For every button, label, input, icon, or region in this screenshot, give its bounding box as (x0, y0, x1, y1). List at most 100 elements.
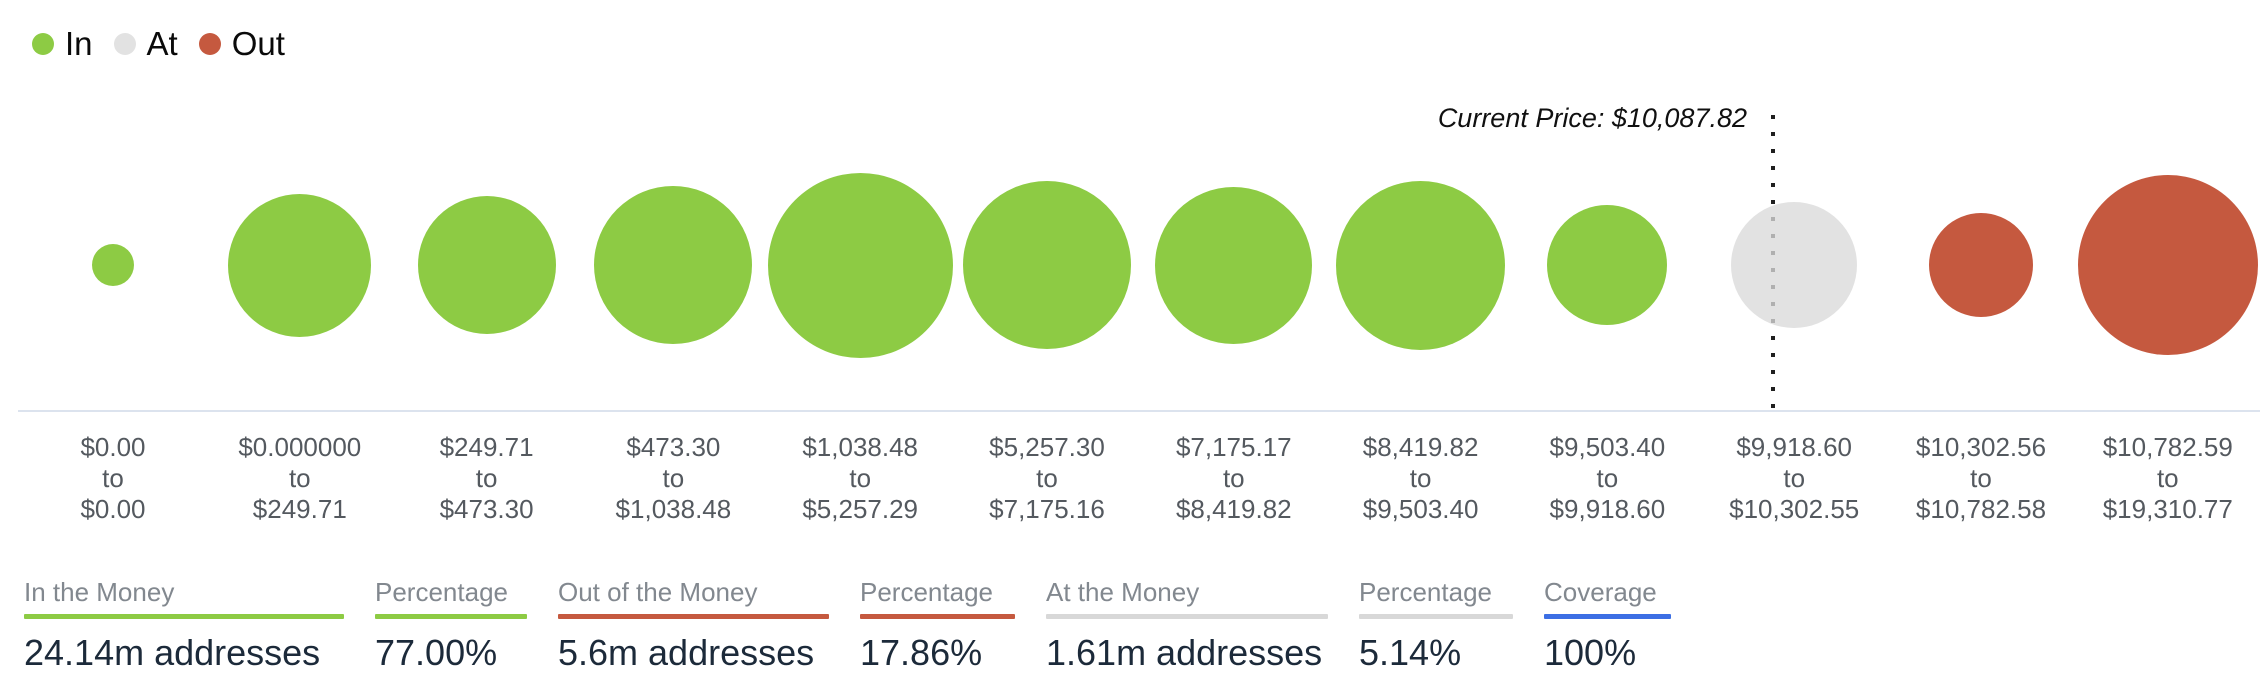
tick-range-separator: to (1222, 463, 1245, 493)
x-axis-tick-label-3: $249.71 to $473.30 (394, 432, 580, 525)
stat-underline (558, 614, 829, 619)
x-axis-tick-label-4: $473.30 to $1,038.48 (580, 432, 766, 525)
stat-4-percentage: Percentage 17.86% (860, 578, 1015, 674)
bubble-6-in[interactable] (963, 181, 1131, 349)
stat-6-percentage: Percentage 5.14% (1359, 578, 1513, 674)
stat-label: Out of the Money (558, 577, 758, 607)
tick-range-separator: to (475, 463, 498, 493)
tick-range-to: $249.71 (252, 494, 347, 524)
x-axis-tick-label-10: $9,918.60 to $10,302.55 (1701, 432, 1887, 525)
bubble-4-in[interactable] (594, 186, 753, 344)
bubble-plot: Current Price: $10,087.82 $0.00 to $0.00… (18, 103, 2260, 525)
tick-range-to: $7,175.16 (989, 494, 1105, 524)
stat-underline (24, 614, 344, 619)
tick-range-from: $8,419.82 (1362, 432, 1479, 462)
tick-range-separator: to (288, 463, 311, 493)
stat-value: 100% (1544, 632, 1637, 673)
tick-range-separator: to (849, 463, 872, 493)
legend-item-at[interactable]: At (113, 25, 178, 63)
tick-range-from: $9,918.60 (1736, 432, 1853, 462)
tick-range-to: $9,503.40 (1362, 494, 1479, 524)
stat-label: At the Money (1046, 577, 1200, 607)
tick-range-from: $9,503.40 (1549, 432, 1666, 462)
x-axis-tick-label-11: $10,302.56 to $10,782.58 (1888, 432, 2074, 525)
bubble-12-out[interactable] (2077, 175, 2258, 355)
tick-range-to: $19,310.77 (2102, 494, 2233, 524)
stat-value: 24.14m addresses (24, 632, 321, 673)
stat-label: In the Money (24, 577, 175, 607)
bubble-8-in[interactable] (1336, 180, 1506, 350)
tick-range-from: $10,782.59 (2102, 432, 2233, 462)
tick-range-from: $473.30 (626, 432, 721, 462)
stat-underline (860, 614, 1015, 619)
legend-item-label: Out (231, 25, 285, 62)
stat-value: 77.00% (375, 632, 498, 673)
tick-range-separator: to (2156, 463, 2179, 493)
legend-item-label: In (65, 25, 93, 62)
stat-label: Coverage (1544, 577, 1657, 607)
tick-range-separator: to (1783, 463, 1806, 493)
bubble-5-in[interactable] (767, 172, 953, 358)
legend-item-label: At (146, 25, 178, 62)
x-axis-line (18, 410, 2260, 412)
tick-range-from: $7,175.17 (1175, 432, 1292, 462)
tick-range-separator: to (1596, 463, 1619, 493)
tick-range-from: $249.71 (439, 432, 534, 462)
x-axis-tick-label-2: $0.000000 to $249.71 (207, 432, 393, 525)
stat-value: 5.14% (1359, 632, 1462, 673)
legend-item-out[interactable]: Out (198, 25, 285, 63)
stat-underline (375, 614, 527, 619)
stat-label: Percentage (1359, 577, 1492, 607)
stat-value: 17.86% (860, 632, 983, 673)
stat-3-out-of-the-money: Out of the Money 5.6m addresses (558, 578, 829, 674)
tick-range-separator: to (1036, 463, 1058, 493)
stat-7-coverage: Coverage 100% (1544, 578, 1671, 674)
bubble-9-in[interactable] (1547, 205, 1668, 325)
x-axis-tick-label-5: $1,038.48 to $5,257.29 (767, 432, 953, 525)
x-axis-tick-label-6: $5,257.30 to $7,175.16 (954, 432, 1140, 525)
legend-dot-icon-at (113, 33, 136, 55)
stat-underline (1544, 614, 1671, 619)
tick-range-to: $5,257.29 (802, 494, 919, 524)
stat-2-percentage: Percentage 77.00% (375, 578, 527, 674)
legend-item-in[interactable]: In (32, 25, 93, 63)
x-axis-tick-label-12: $10,782.59 to $19,310.77 (2075, 432, 2260, 525)
bubble-11-out[interactable] (1929, 213, 2033, 317)
legend: In At Out (32, 22, 285, 66)
tick-range-to: $1,038.48 (615, 494, 732, 524)
x-axis-tick-label-8: $8,419.82 to $9,503.40 (1328, 432, 1514, 525)
stat-1-in-the-money: In the Money 24.14m addresses (24, 578, 344, 674)
x-axis-tick-label-9: $9,503.40 to $9,918.60 (1514, 432, 1700, 525)
bubble-3-in[interactable] (417, 196, 556, 334)
stat-label: Percentage (860, 577, 993, 607)
summary-stats-row: In the Money 24.14m addresses Percentage… (0, 578, 2260, 674)
tick-range-separator: to (102, 463, 124, 493)
x-axis-tick-label-1: $0.00 to $0.00 (20, 432, 206, 525)
tick-range-from: $10,302.56 (1915, 432, 2047, 462)
x-axis-tick-label-7: $7,175.17 to $8,419.82 (1141, 432, 1327, 525)
tick-range-to: $10,302.55 (1729, 494, 1860, 524)
stat-value: 5.6m addresses (558, 632, 815, 673)
tick-range-separator: to (1970, 463, 1992, 493)
bubble-10-at[interactable] (1731, 202, 1858, 328)
bubble-2-in[interactable] (228, 193, 372, 337)
bubble-7-in[interactable] (1155, 186, 1313, 344)
stat-underline (1359, 614, 1513, 619)
stat-value: 1.61m addresses (1046, 632, 1323, 673)
tick-range-from: $5,257.30 (989, 432, 1105, 462)
stat-label: Percentage (375, 577, 508, 607)
tick-range-from: $1,038.48 (802, 432, 919, 462)
tick-range-to: $0.00 (80, 494, 146, 524)
legend-dot-icon-out (198, 33, 221, 55)
tick-range-to: $9,918.60 (1549, 494, 1666, 524)
stat-5-at-the-money: At the Money 1.61m addresses (1046, 578, 1328, 674)
current-price-label: Current Price: $10,087.82 (1437, 103, 1747, 133)
stat-underline (1046, 614, 1328, 619)
tick-range-to: $8,419.82 (1175, 494, 1292, 524)
tick-range-from: $0.000000 (238, 432, 362, 462)
tick-range-to: $10,782.58 (1915, 494, 2047, 524)
tick-range-separator: to (1409, 463, 1432, 493)
bubble-1-in[interactable] (92, 244, 134, 286)
legend-dot-icon-in (32, 33, 54, 55)
